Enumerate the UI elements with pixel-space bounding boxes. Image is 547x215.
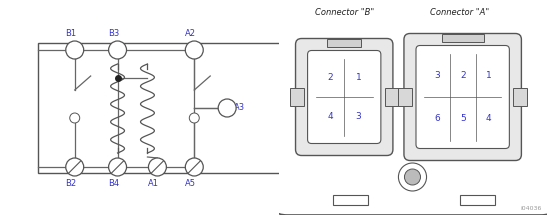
Text: 6: 6 [434,114,440,123]
Text: 2: 2 [327,73,333,82]
Circle shape [185,158,203,176]
Bar [333,195,368,205]
Text: 2: 2 [460,71,465,80]
Text: 4: 4 [486,114,491,123]
Circle shape [218,99,236,117]
Bar [289,88,304,106]
Text: 4: 4 [327,112,333,121]
Bar [385,88,399,106]
Bar [441,34,484,41]
Bar [514,88,527,106]
Text: Connector "B": Connector "B" [315,8,374,17]
Text: A3: A3 [234,103,245,112]
Circle shape [66,41,84,59]
Text: B1: B1 [65,29,76,38]
Text: i04036: i04036 [520,206,542,211]
Text: 1: 1 [356,73,362,82]
Text: B4: B4 [108,178,119,187]
Text: A5: A5 [185,178,196,187]
Bar [327,38,361,46]
Text: 1: 1 [486,71,491,80]
Circle shape [404,169,421,185]
FancyBboxPatch shape [269,0,547,215]
Circle shape [148,158,166,176]
Circle shape [185,41,203,59]
Bar [38,43,282,173]
Text: 5: 5 [460,114,465,123]
Circle shape [109,41,126,59]
Bar [460,195,495,205]
Text: B2: B2 [65,178,76,187]
Bar [398,88,412,106]
Circle shape [70,113,80,123]
Circle shape [109,158,126,176]
Text: 3: 3 [434,71,440,80]
Text: B3: B3 [108,29,119,38]
Text: A2: A2 [185,29,196,38]
Circle shape [398,163,427,191]
Circle shape [189,113,199,123]
FancyBboxPatch shape [416,46,509,149]
FancyBboxPatch shape [307,51,381,143]
FancyBboxPatch shape [404,34,521,161]
FancyBboxPatch shape [295,38,393,155]
Text: A1: A1 [148,178,159,187]
Text: 3: 3 [356,112,362,121]
Text: Connector "A": Connector "A" [430,8,489,17]
Circle shape [66,158,84,176]
